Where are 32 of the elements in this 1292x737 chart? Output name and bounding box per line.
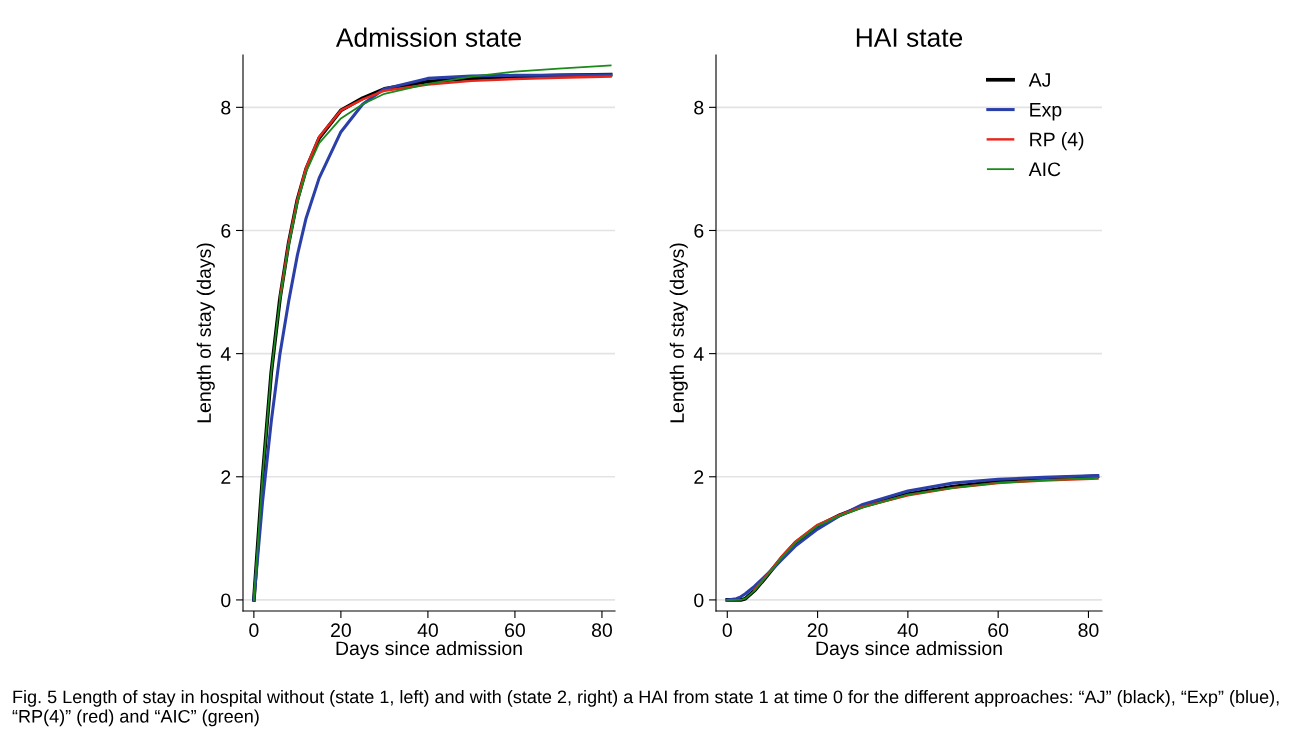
y-tick-label: 6 [221,223,231,238]
legend-label: Exp [1030,103,1062,121]
y-tick-label: 8 [694,100,704,115]
y-tick-label: 8 [221,100,231,115]
y-tick-label: 4 [693,347,704,361]
x-tick-label: 0 [722,623,732,638]
x-tick-label: 80 [591,623,612,638]
y-tick-label: 2 [694,470,704,484]
x-tick-label: 40 [417,623,438,638]
caption: Fig. 5 Length of stay in hospital without (state 1, left) and with (state 2, right) a HAI from state 1 at time 0 for the different approaches: “AJ” (black), “Exp” (blue), “RP(4)” (red) and “AIC” (green) [12,690,1279,727]
x-axis-title: Days since admission [336,640,522,660]
x-tick-label: 20 [331,623,351,638]
y-tick-label: 0 [694,593,704,608]
legend-label: AIC [1028,162,1061,177]
y-tick-label: 6 [694,223,704,238]
y-axis-title: Length of stay (days) [669,243,688,423]
chart-title: HAI state [856,28,963,47]
x-tick-label: 20 [807,623,828,638]
x-tick-label: 40 [897,623,918,638]
x-tick-label: 60 [988,623,1009,638]
x-tick-label: 60 [505,623,525,638]
y-tick-label: 2 [221,470,231,484]
y-tick-label: 4 [220,347,231,361]
legend-label: AJ [1028,73,1050,87]
chart-title: Admission state [335,27,521,47]
y-axis-title: Length of stay (days) [196,243,215,423]
x-axis-title: Days since admission [816,640,1002,660]
y-tick-label: 0 [221,593,231,608]
x-tick-label: 80 [1078,623,1099,638]
line-series [278,75,612,300]
legend-label: RP (4) [1030,132,1084,151]
x-tick-label: 0 [249,623,259,638]
